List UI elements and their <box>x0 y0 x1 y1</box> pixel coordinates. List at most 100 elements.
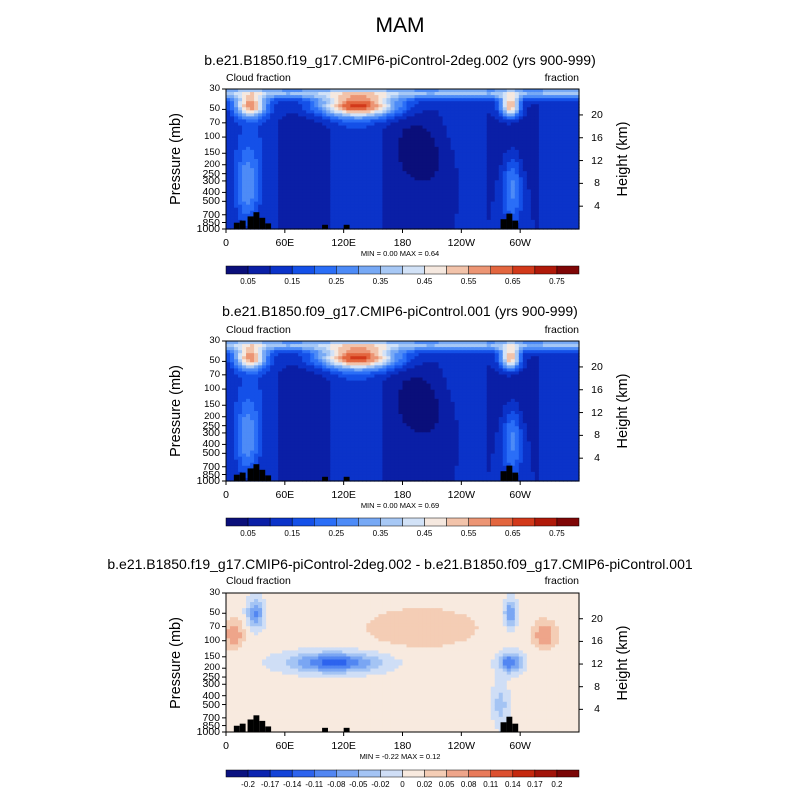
field-cell <box>258 411 263 415</box>
field-cell <box>230 146 235 151</box>
field-cell <box>318 134 323 139</box>
field-cell <box>246 143 251 148</box>
field-cell <box>418 201 424 206</box>
field-cell <box>246 401 251 406</box>
field-cell <box>574 207 580 212</box>
field-cell <box>454 174 460 178</box>
field-cell <box>274 98 279 102</box>
field-cell <box>358 113 363 117</box>
field-cell <box>366 128 372 133</box>
field-cell <box>478 213 484 218</box>
field-cell <box>282 395 287 400</box>
field-cell <box>338 146 343 151</box>
field-cell <box>482 95 488 99</box>
field-cell <box>326 225 331 230</box>
field-cell <box>306 174 311 178</box>
field-cell <box>534 125 540 130</box>
field-cell <box>226 149 231 154</box>
field-cell <box>326 95 331 99</box>
field-cell <box>442 225 448 230</box>
field-cell <box>434 134 440 139</box>
field-cell <box>258 198 263 203</box>
field-cell <box>538 146 544 151</box>
field-cell <box>558 110 564 114</box>
field-cell <box>350 146 355 151</box>
field-cell <box>362 216 367 221</box>
field-cell <box>526 140 532 145</box>
field-cell <box>274 438 279 443</box>
field-cell <box>302 174 307 178</box>
field-cell <box>442 152 448 157</box>
field-cell <box>302 210 307 215</box>
field-cell <box>510 192 516 197</box>
field-cell <box>462 210 468 215</box>
field-cell <box>482 101 488 105</box>
field-cell <box>238 459 243 464</box>
field-cell <box>334 152 339 157</box>
field-cell <box>258 119 263 124</box>
field-cell <box>574 137 580 142</box>
field-cell <box>398 177 404 181</box>
field-cell <box>378 149 384 154</box>
field-cell <box>530 162 536 166</box>
field-cell <box>234 447 239 452</box>
field-cell <box>362 107 367 111</box>
field-cell <box>346 219 351 224</box>
field-cell <box>374 143 380 148</box>
field-cell <box>254 122 259 127</box>
field-cell <box>474 101 480 105</box>
field-cell <box>238 441 243 446</box>
field-cell <box>474 204 480 209</box>
field-cell <box>406 107 412 111</box>
field-cell <box>266 465 271 470</box>
field-cell <box>554 216 560 221</box>
field-cell <box>374 113 380 117</box>
field-cell <box>274 474 279 479</box>
field-cell <box>282 216 287 221</box>
field-cell <box>226 162 231 166</box>
field-cell <box>230 353 235 357</box>
field-cell <box>394 131 400 136</box>
field-cell <box>374 213 380 218</box>
field-cell <box>462 110 468 114</box>
field-cell <box>386 171 392 175</box>
field-cell <box>406 110 412 114</box>
field-cell <box>338 162 343 166</box>
field-cell <box>406 95 412 99</box>
field-cell <box>402 98 408 102</box>
field-cell <box>466 134 472 139</box>
field-cell <box>226 341 231 345</box>
field-cell <box>286 125 291 130</box>
field-cell <box>362 171 367 175</box>
field-cell <box>342 198 347 203</box>
field-cell <box>522 207 528 212</box>
field-cell <box>294 186 299 191</box>
field-cell <box>282 207 287 212</box>
field-cell <box>314 152 319 157</box>
field-cell <box>514 152 520 157</box>
field-cell <box>442 165 448 169</box>
field-cell <box>358 192 363 197</box>
field-cell <box>394 125 400 130</box>
field-cell <box>422 177 428 181</box>
field-cell <box>270 398 275 403</box>
field-cell <box>342 119 347 124</box>
field-cell <box>278 411 283 415</box>
field-cell <box>498 198 504 203</box>
field-cell <box>278 407 283 412</box>
field-cell <box>306 107 311 111</box>
field-cell <box>278 222 283 227</box>
field-cell <box>258 152 263 157</box>
field-cell <box>246 456 251 461</box>
field-cell <box>238 213 243 218</box>
field-cell <box>490 201 496 206</box>
field-cell <box>230 477 235 482</box>
field-cell <box>294 213 299 218</box>
field-cell <box>418 189 424 194</box>
field-cell <box>518 110 524 114</box>
field-cell <box>314 189 319 194</box>
field-cell <box>474 207 480 212</box>
field-cell <box>514 189 520 194</box>
field-cell <box>274 401 279 406</box>
field-cell <box>426 201 432 206</box>
